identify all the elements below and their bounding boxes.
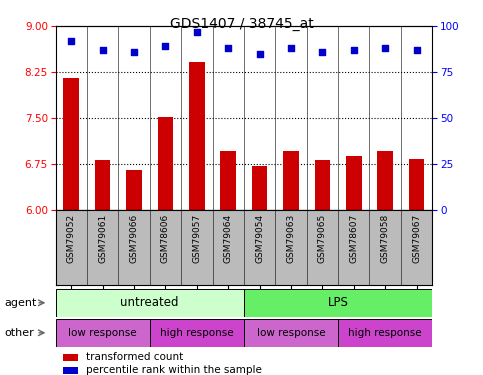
Bar — [220, 151, 236, 210]
Text: GSM79066: GSM79066 — [129, 214, 139, 263]
Text: GSM79065: GSM79065 — [318, 214, 327, 263]
Text: GSM79067: GSM79067 — [412, 214, 421, 263]
Text: GSM79061: GSM79061 — [98, 214, 107, 263]
Text: agent: agent — [5, 298, 37, 308]
Bar — [338, 319, 432, 347]
Text: low response: low response — [68, 328, 137, 338]
Bar — [63, 78, 79, 210]
Text: untreated: untreated — [120, 296, 179, 309]
Bar — [95, 160, 111, 210]
Bar — [346, 156, 362, 210]
Bar — [409, 159, 425, 210]
Point — [68, 38, 75, 44]
Point — [193, 29, 201, 35]
Point — [382, 45, 389, 51]
Text: high response: high response — [348, 328, 422, 338]
Text: GSM78607: GSM78607 — [349, 214, 358, 263]
Text: GSM79063: GSM79063 — [286, 214, 296, 263]
Bar — [126, 170, 142, 210]
Text: other: other — [5, 328, 35, 338]
Bar — [150, 319, 244, 347]
Bar — [252, 166, 268, 210]
Point — [256, 51, 264, 57]
Bar — [56, 319, 150, 347]
Text: GSM79054: GSM79054 — [255, 214, 264, 263]
Bar — [56, 289, 244, 317]
Bar — [244, 289, 432, 317]
Text: high response: high response — [160, 328, 234, 338]
Text: GSM79052: GSM79052 — [67, 214, 76, 263]
Point — [99, 47, 107, 53]
Bar — [377, 151, 393, 210]
Point — [319, 49, 327, 55]
Bar — [283, 151, 299, 210]
Point — [224, 45, 232, 51]
Text: GSM79058: GSM79058 — [381, 214, 390, 263]
Bar — [157, 117, 173, 210]
Text: transformed count: transformed count — [85, 352, 183, 362]
Point — [412, 47, 420, 53]
Point — [350, 47, 357, 53]
Bar — [189, 62, 205, 210]
Text: LPS: LPS — [327, 296, 349, 309]
Bar — [63, 367, 78, 374]
Point — [161, 44, 170, 50]
Text: percentile rank within the sample: percentile rank within the sample — [85, 365, 262, 375]
Point — [130, 49, 138, 55]
Text: GSM78606: GSM78606 — [161, 214, 170, 263]
Bar — [314, 160, 330, 210]
Point — [287, 45, 295, 51]
Text: GSM79057: GSM79057 — [192, 214, 201, 263]
Text: GDS1407 / 38745_at: GDS1407 / 38745_at — [170, 17, 313, 31]
Text: GSM79064: GSM79064 — [224, 214, 233, 263]
Bar — [63, 354, 78, 361]
Bar — [244, 319, 338, 347]
Text: low response: low response — [256, 328, 326, 338]
